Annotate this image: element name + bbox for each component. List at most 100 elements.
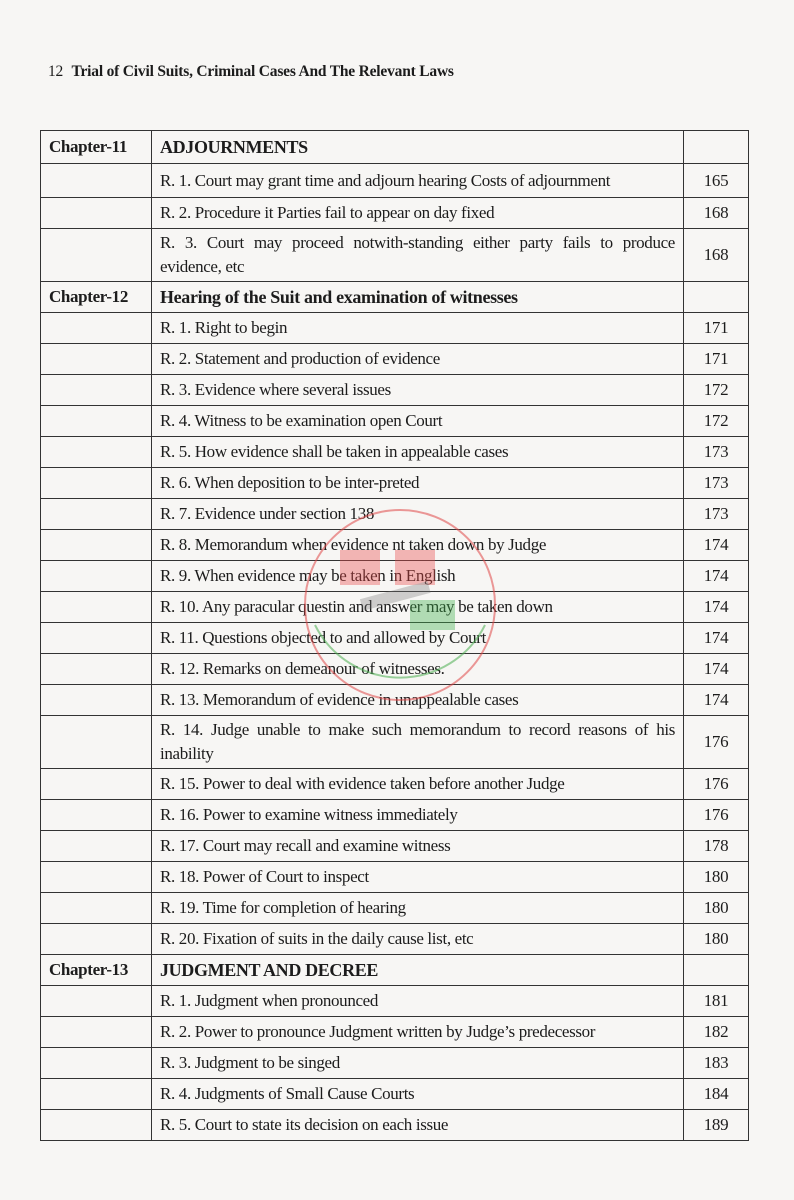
chapter-label: Chapter-11 <box>40 130 152 164</box>
chapter-cell <box>40 1047 152 1079</box>
chapter-cell <box>40 312 152 344</box>
rule-row: R. 14. Judge unable to make such memoran… <box>40 715 749 769</box>
rule-page: 171 <box>683 312 749 344</box>
rule-title: R. 20. Fixation of suits in the daily ca… <box>151 923 684 955</box>
rule-page: 182 <box>683 1016 749 1048</box>
rule-title: R. 8. Memorandum when evidence nt taken … <box>151 529 684 561</box>
rule-row: R. 4. Judgments of Small Cause Courts 18… <box>40 1078 749 1110</box>
rule-title: R. 13. Memorandum of evidence in unappea… <box>151 684 684 716</box>
chapter-title: JUDGMENT AND DECREE <box>151 954 684 986</box>
chapter-title: ADJOURNMENTS <box>151 130 684 164</box>
rule-title: R. 3. Judgment to be singed <box>151 1047 684 1079</box>
rule-page: 174 <box>683 529 749 561</box>
rule-row: R. 7. Evidence under section 138 173 <box>40 498 749 530</box>
rule-title: R. 5. How evidence shall be taken in app… <box>151 436 684 468</box>
chapter-title: Hearing of the Suit and examination of w… <box>151 281 684 313</box>
rule-page: 176 <box>683 768 749 800</box>
page-cell <box>683 281 749 313</box>
rule-row: R. 1. Judgment when pronounced 181 <box>40 985 749 1017</box>
page-cell <box>683 130 749 164</box>
rule-row: R. 2. Procedure it Parties fail to appea… <box>40 197 749 229</box>
rule-row: R. 1. Court may grant time and adjourn h… <box>40 163 749 198</box>
rule-page: 176 <box>683 799 749 831</box>
rule-page: 184 <box>683 1078 749 1110</box>
page-number: 12 <box>48 63 64 80</box>
rule-row: R. 18. Power of Court to inspect 180 <box>40 861 749 893</box>
rule-row: R. 12. Remarks on demeanour of witnesses… <box>40 653 749 685</box>
chapter-cell <box>40 715 152 769</box>
rule-page: 180 <box>683 861 749 893</box>
rule-page: 172 <box>683 405 749 437</box>
chapter-cell <box>40 768 152 800</box>
rule-row: R. 5. How evidence shall be taken in app… <box>40 436 749 468</box>
chapter-cell <box>40 405 152 437</box>
rule-page: 173 <box>683 467 749 499</box>
rule-title: R. 18. Power of Court to inspect <box>151 861 684 893</box>
page-cell <box>683 954 749 986</box>
rule-row: R. 3. Evidence where several issues 172 <box>40 374 749 406</box>
chapter-row: Chapter-12 Hearing of the Suit and exami… <box>40 281 749 313</box>
rule-page: 181 <box>683 985 749 1017</box>
contents-table: Chapter-11 ADJOURNMENTS R. 1. Court may … <box>40 130 749 1141</box>
rule-row: R. 2. Power to pronounce Judgment writte… <box>40 1016 749 1048</box>
rule-row: R. 16. Power to examine witness immediat… <box>40 799 749 831</box>
book-title: Trial of Civil Suits, Criminal Cases And… <box>71 63 454 80</box>
chapter-row: Chapter-13 JUDGMENT AND DECREE <box>40 954 749 986</box>
rule-page: 174 <box>683 560 749 592</box>
rule-row: R. 9. When evidence may be taken in Engl… <box>40 560 749 592</box>
rule-row: R. 5. Court to state its decision on eac… <box>40 1109 749 1141</box>
rule-row: R. 2. Statement and production of eviden… <box>40 343 749 375</box>
chapter-cell <box>40 560 152 592</box>
rule-page: 173 <box>683 436 749 468</box>
rule-title: R. 3. Evidence where several issues <box>151 374 684 406</box>
rule-row: R. 6. When deposition to be inter-preted… <box>40 467 749 499</box>
chapter-cell <box>40 985 152 1017</box>
rule-page: 176 <box>683 715 749 769</box>
rule-title: R. 1. Judgment when pronounced <box>151 985 684 1017</box>
rule-title: R. 9. When evidence may be taken in Engl… <box>151 560 684 592</box>
chapter-cell <box>40 799 152 831</box>
rule-row: R. 17. Court may recall and examine witn… <box>40 830 749 862</box>
rule-page: 168 <box>683 197 749 229</box>
chapter-label: Chapter-12 <box>40 281 152 313</box>
rule-page: 174 <box>683 591 749 623</box>
rule-page: 168 <box>683 228 749 282</box>
rule-page: 174 <box>683 684 749 716</box>
chapter-cell <box>40 498 152 530</box>
rule-page: 173 <box>683 498 749 530</box>
rule-title: R. 3. Court may proceed notwith-standing… <box>151 228 684 282</box>
rule-page: 180 <box>683 892 749 924</box>
chapter-cell <box>40 1078 152 1110</box>
rule-title: R. 12. Remarks on demeanour of witnesses… <box>151 653 684 685</box>
rule-page: 174 <box>683 622 749 654</box>
chapter-cell <box>40 923 152 955</box>
rule-row: R. 10. Any paracular questin and answer … <box>40 591 749 623</box>
rule-title: R. 11. Questions objected to and allowed… <box>151 622 684 654</box>
rule-page: 189 <box>683 1109 749 1141</box>
rule-page: 174 <box>683 653 749 685</box>
rule-row: R. 3. Court may proceed notwith-standing… <box>40 228 749 282</box>
rule-row: R. 13. Memorandum of evidence in unappea… <box>40 684 749 716</box>
rule-title: R. 16. Power to examine witness immediat… <box>151 799 684 831</box>
rule-title: R. 1. Court may grant time and adjourn h… <box>151 163 684 198</box>
rule-row: R. 20. Fixation of suits in the daily ca… <box>40 923 749 955</box>
rule-title: R. 15. Power to deal with evidence taken… <box>151 768 684 800</box>
rule-row: R. 1. Right to begin 171 <box>40 312 749 344</box>
rule-page: 171 <box>683 343 749 375</box>
rule-row: R. 19. Time for completion of hearing 18… <box>40 892 749 924</box>
rule-page: 165 <box>683 163 749 198</box>
chapter-cell <box>40 228 152 282</box>
rule-row: R. 4. Witness to be examination open Cou… <box>40 405 749 437</box>
rule-title: R. 6. When deposition to be inter-preted <box>151 467 684 499</box>
chapter-cell <box>40 830 152 862</box>
chapter-cell <box>40 684 152 716</box>
rule-row: R. 8. Memorandum when evidence nt taken … <box>40 529 749 561</box>
rule-title: R. 2. Procedure it Parties fail to appea… <box>151 197 684 229</box>
chapter-cell <box>40 653 152 685</box>
chapter-cell <box>40 163 152 198</box>
chapter-cell <box>40 591 152 623</box>
rule-title: R. 4. Witness to be examination open Cou… <box>151 405 684 437</box>
rule-title: R. 10. Any paracular questin and answer … <box>151 591 684 623</box>
chapter-cell <box>40 436 152 468</box>
chapter-label: Chapter-13 <box>40 954 152 986</box>
